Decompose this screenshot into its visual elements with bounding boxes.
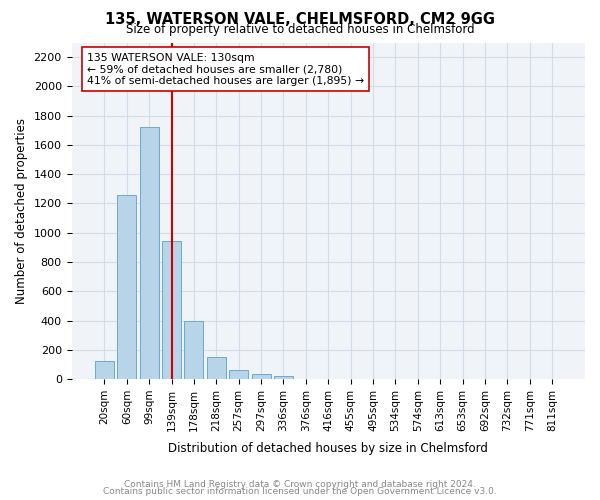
Text: Contains public sector information licensed under the Open Government Licence v3: Contains public sector information licen…	[103, 487, 497, 496]
Bar	[274, 376, 293, 379]
Text: Contains HM Land Registry data © Crown copyright and database right 2024.: Contains HM Land Registry data © Crown c…	[124, 480, 476, 489]
Bar	[117, 194, 136, 379]
Bar	[229, 370, 248, 379]
Bar	[140, 128, 158, 379]
Y-axis label: Number of detached properties: Number of detached properties	[15, 118, 28, 304]
Bar	[207, 357, 226, 379]
X-axis label: Distribution of detached houses by size in Chelmsford: Distribution of detached houses by size …	[169, 442, 488, 455]
Bar	[251, 374, 271, 379]
Text: 135, WATERSON VALE, CHELMSFORD, CM2 9GG: 135, WATERSON VALE, CHELMSFORD, CM2 9GG	[105, 12, 495, 28]
Bar	[95, 362, 114, 379]
Text: 135 WATERSON VALE: 130sqm
← 59% of detached houses are smaller (2,780)
41% of se: 135 WATERSON VALE: 130sqm ← 59% of detac…	[87, 52, 364, 86]
Text: Size of property relative to detached houses in Chelmsford: Size of property relative to detached ho…	[125, 22, 475, 36]
Bar	[162, 242, 181, 379]
Bar	[184, 320, 203, 379]
